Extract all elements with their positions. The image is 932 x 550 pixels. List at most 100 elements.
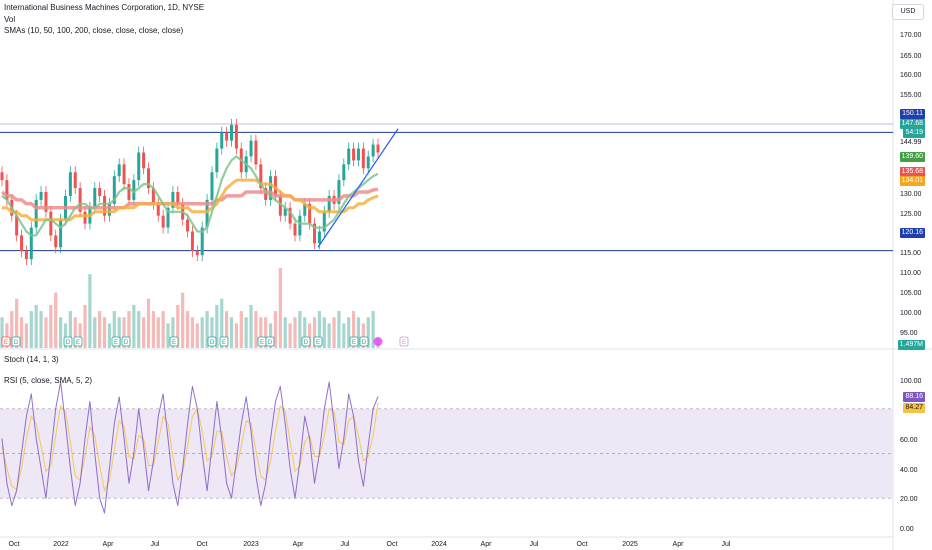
rsi-signal-line[interactable] (1, 402, 379, 492)
price-candle[interactable] (49, 211, 53, 236)
price-candle[interactable] (190, 231, 194, 252)
price-candle[interactable] (0, 172, 4, 181)
sma-100-line[interactable] (2, 178, 379, 222)
price-candle[interactable] (54, 235, 58, 248)
price-candle[interactable] (132, 180, 136, 200)
price-candle[interactable] (298, 215, 302, 236)
price-candle[interactable] (278, 195, 282, 216)
price-candle[interactable] (313, 223, 317, 244)
sma-50-line[interactable] (1, 155, 379, 237)
price-candle[interactable] (371, 144, 375, 157)
price-candle[interactable] (142, 152, 146, 169)
price-candle[interactable] (273, 176, 277, 196)
sma-200-line[interactable] (0, 187, 379, 210)
price-candle[interactable] (117, 164, 121, 177)
price-candle[interactable] (171, 192, 175, 208)
event-marker[interactable] (399, 336, 409, 347)
price-candle[interactable] (317, 231, 321, 244)
price-candle[interactable] (103, 195, 107, 216)
price-candle[interactable] (73, 172, 77, 189)
price-candle[interactable] (361, 148, 365, 169)
price-candle[interactable] (283, 207, 287, 216)
price-candle[interactable] (366, 156, 370, 169)
event-marker[interactable] (169, 336, 179, 347)
price-candle[interactable] (352, 148, 356, 161)
price-candle[interactable] (161, 215, 165, 228)
event-marker[interactable] (207, 336, 217, 347)
price-candle[interactable] (122, 164, 126, 185)
price-candle[interactable] (112, 176, 116, 204)
event-marker[interactable] (301, 336, 311, 347)
sma-legend[interactable]: SMAs (10, 50, 100, 200, close, close, cl… (4, 26, 184, 35)
price-candle[interactable] (39, 192, 43, 200)
price-candle[interactable] (78, 188, 82, 212)
price-candle[interactable] (5, 180, 9, 200)
price-candle[interactable] (376, 144, 380, 153)
price-candle[interactable] (259, 164, 263, 189)
price-candle[interactable] (59, 219, 63, 248)
price-candle[interactable] (220, 132, 224, 149)
price-candle[interactable] (20, 235, 24, 252)
price-candle[interactable] (337, 180, 341, 204)
price-candle[interactable] (288, 207, 292, 224)
price-candle[interactable] (93, 188, 97, 208)
price-candle[interactable] (83, 211, 87, 224)
price-candle[interactable] (293, 223, 297, 236)
price-candle[interactable] (200, 227, 204, 256)
price-candle[interactable] (127, 184, 131, 200)
currency-badge[interactable]: USD (892, 4, 924, 20)
price-candle[interactable] (151, 188, 155, 204)
price-candle[interactable] (156, 203, 160, 216)
event-marker[interactable] (349, 336, 359, 347)
rsi-legend[interactable]: RSI (5, close, SMA, 5, 2) (4, 376, 93, 385)
event-marker[interactable] (313, 336, 323, 347)
price-candle[interactable] (254, 140, 258, 165)
stoch-legend[interactable]: Stoch (14, 1, 3) (4, 355, 59, 364)
event-marker[interactable] (11, 336, 21, 347)
price-candle[interactable] (342, 164, 346, 181)
price-candle[interactable] (347, 148, 351, 165)
price-candle[interactable] (176, 192, 180, 204)
event-marker-label: E (114, 340, 118, 346)
event-marker[interactable] (265, 336, 275, 347)
event-marker[interactable] (111, 336, 121, 347)
price-candle[interactable] (44, 192, 48, 212)
price-candle[interactable] (249, 140, 253, 157)
rsi-line[interactable] (1, 381, 379, 514)
price-candle[interactable] (107, 203, 111, 216)
price-candle[interactable] (24, 251, 28, 260)
price-candle[interactable] (29, 227, 33, 260)
price-candle[interactable] (230, 124, 234, 141)
flash-icon[interactable] (373, 337, 383, 346)
price-candle[interactable] (166, 207, 170, 228)
event-marker[interactable] (73, 336, 83, 347)
trendline[interactable] (317, 128, 399, 248)
price-candle[interactable] (234, 124, 238, 149)
price-candle[interactable] (98, 188, 102, 196)
price-candle[interactable] (215, 148, 219, 173)
event-marker[interactable] (121, 336, 131, 347)
price-candle[interactable] (68, 172, 72, 196)
price-candle[interactable] (303, 203, 307, 216)
price-candle[interactable] (264, 188, 268, 200)
event-marker[interactable] (359, 336, 369, 347)
price-candle[interactable] (210, 172, 214, 200)
price-candle[interactable] (308, 203, 312, 224)
price-candle[interactable] (34, 199, 38, 228)
price-candle[interactable] (137, 152, 141, 181)
price-candle[interactable] (15, 215, 19, 236)
price-candle[interactable] (269, 176, 273, 200)
price-candle[interactable] (356, 148, 360, 161)
price-candle[interactable] (322, 211, 326, 232)
event-marker[interactable] (219, 336, 229, 347)
price-candle[interactable] (186, 219, 190, 232)
price-candle[interactable] (225, 132, 229, 141)
event-marker[interactable] (63, 336, 73, 347)
volume-legend[interactable]: Vol (4, 15, 16, 24)
price-candle[interactable] (205, 199, 209, 228)
price-candle[interactable] (146, 168, 150, 189)
event-marker[interactable] (1, 336, 11, 347)
price-candle[interactable] (195, 251, 199, 256)
price-candle[interactable] (327, 195, 331, 212)
